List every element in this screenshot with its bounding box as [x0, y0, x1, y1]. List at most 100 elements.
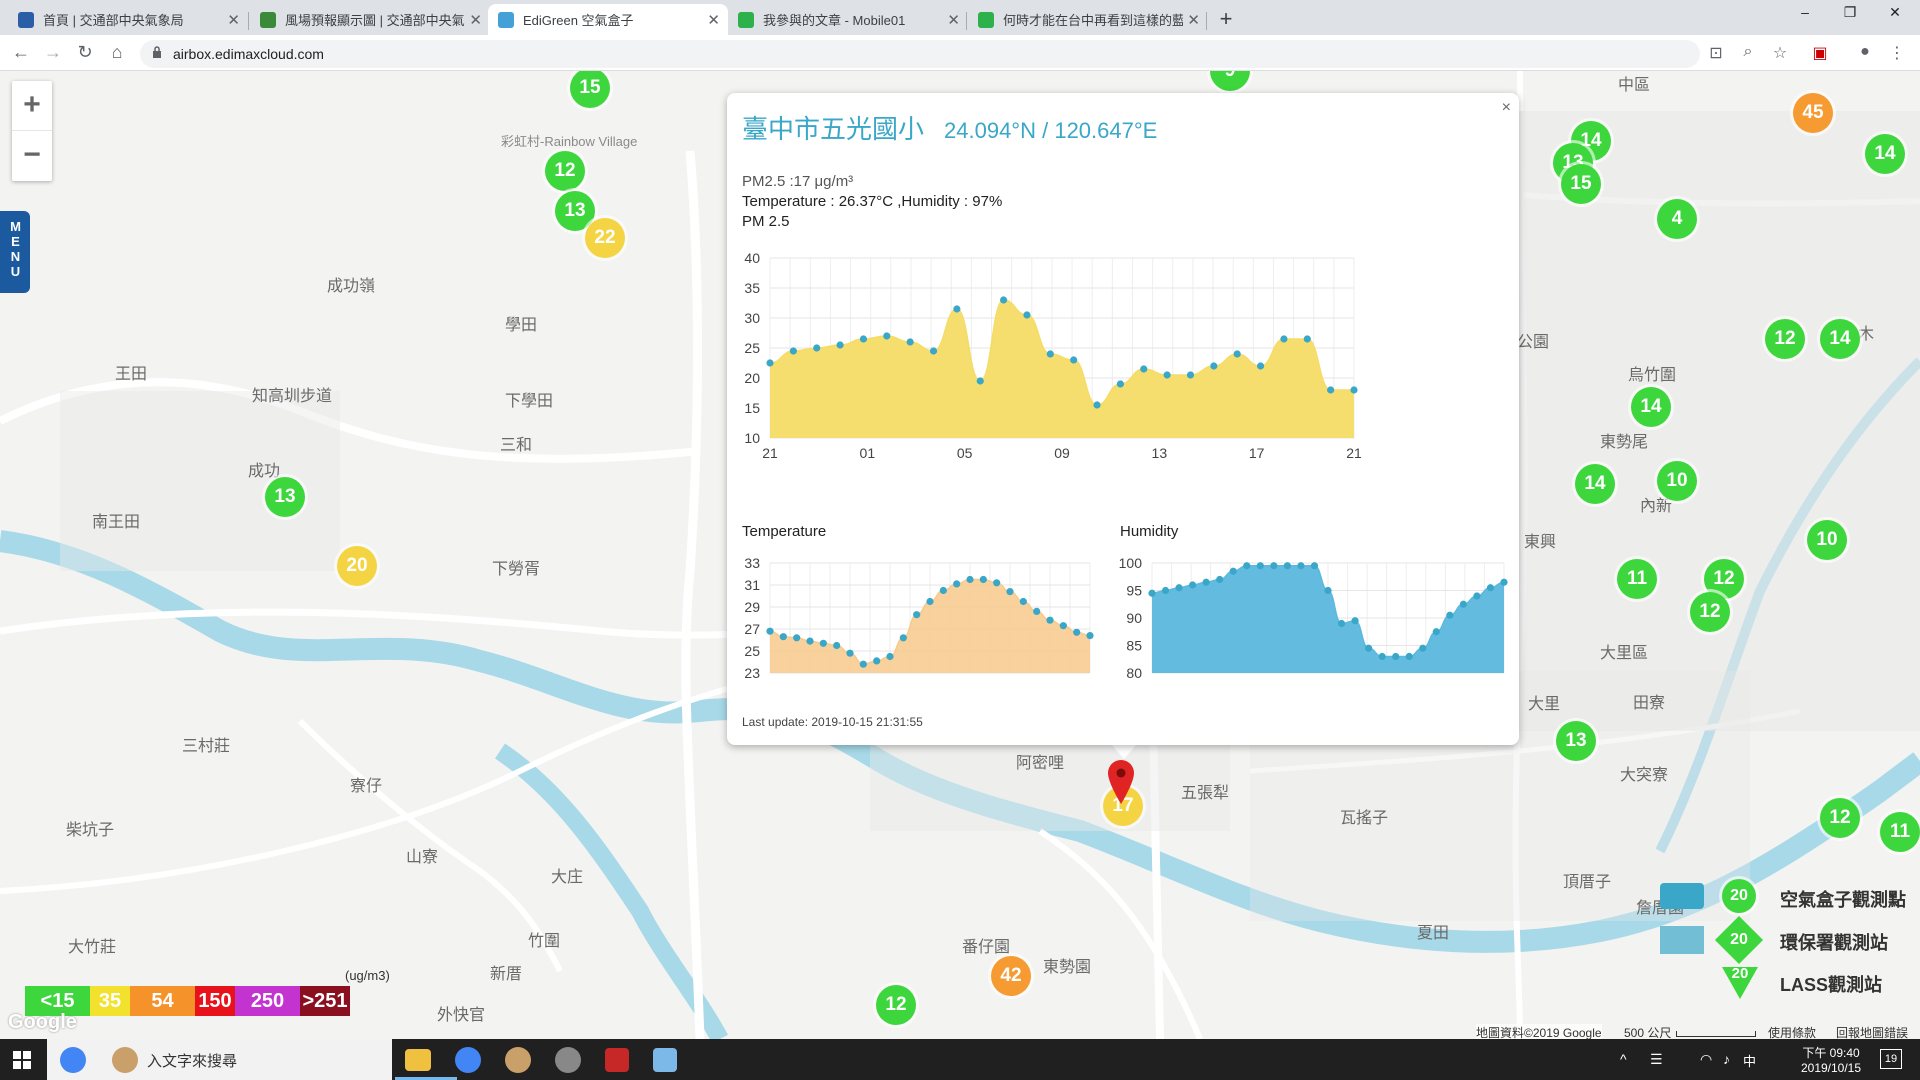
data-point[interactable]: [766, 627, 774, 635]
station-marker[interactable]: 10: [1657, 461, 1697, 501]
windows-start-icon[interactable]: [13, 1051, 31, 1069]
station-marker[interactable]: 15: [570, 71, 610, 108]
data-point[interactable]: [819, 639, 827, 647]
station-marker[interactable]: 12: [1765, 319, 1805, 359]
data-point[interactable]: [1229, 567, 1237, 575]
data-point[interactable]: [1486, 584, 1495, 592]
translate-icon[interactable]: ⊡: [1709, 45, 1723, 62]
map-canvas[interactable]: 成功嶺 學田 王田 知高圳步道 下學田 三和 成功 南王田 下勞胥 三村莊 寮仔 柴坑子 山寮 大庄 大竹莊…: [0, 71, 1920, 1039]
data-point[interactable]: [926, 597, 934, 606]
home-icon[interactable]: ⌂: [111, 42, 123, 62]
data-point[interactable]: [1046, 350, 1054, 358]
data-point[interactable]: [1256, 362, 1265, 370]
chrome-active-taskbar-icon[interactable]: [455, 1047, 481, 1073]
station-marker[interactable]: 17: [1103, 786, 1143, 826]
data-point[interactable]: [836, 341, 844, 349]
data-point[interactable]: [939, 586, 947, 595]
notification-center-icon[interactable]: 19: [1880, 1049, 1902, 1069]
data-point[interactable]: [1059, 622, 1067, 630]
station-marker[interactable]: 11: [1617, 559, 1657, 599]
zoom-icon[interactable]: ⌕: [1743, 43, 1753, 60]
data-point[interactable]: [1256, 562, 1264, 570]
station-marker[interactable]: 4: [1657, 199, 1697, 239]
browser-menu-icon[interactable]: ⋮: [1889, 45, 1905, 62]
data-point[interactable]: [1140, 365, 1148, 373]
data-point[interactable]: [873, 657, 881, 665]
data-point[interactable]: [1351, 617, 1359, 625]
data-point[interactable]: [1019, 597, 1027, 606]
tray-wifi-icon[interactable]: ◠: [1700, 1051, 1713, 1067]
tray-chevron-icon[interactable]: ^: [1620, 1051, 1627, 1067]
tab-close-icon[interactable]: ✕: [227, 12, 240, 29]
tab-mobile01-bluesky[interactable]: 何時才能在台中再看到這樣的藍天 ✕: [968, 4, 1208, 35]
data-point[interactable]: [1033, 607, 1041, 615]
station-marker[interactable]: 20: [337, 546, 377, 586]
data-point[interactable]: [813, 344, 821, 352]
data-point[interactable]: [806, 637, 814, 645]
back-icon[interactable]: ←: [12, 42, 30, 62]
new-tab-button[interactable]: +: [1219, 6, 1233, 31]
data-point[interactable]: [1086, 632, 1094, 640]
app2-taskbar-icon[interactable]: [505, 1047, 531, 1073]
maximize-button[interactable]: ❐: [1843, 4, 1857, 20]
station-marker[interactable]: 45: [1793, 93, 1833, 133]
window-close-button[interactable]: ✕: [1889, 4, 1901, 20]
station-marker[interactable]: 9: [1210, 71, 1250, 91]
extension-icon[interactable]: ▣: [1812, 45, 1828, 62]
data-point[interactable]: [929, 347, 938, 355]
data-point[interactable]: [1189, 581, 1197, 589]
station-marker[interactable]: 14: [1865, 134, 1905, 174]
station-marker[interactable]: 14: [1575, 464, 1615, 504]
data-point[interactable]: [1175, 584, 1183, 592]
data-point[interactable]: [899, 634, 907, 642]
data-point[interactable]: [789, 347, 797, 355]
tab-cwb-home[interactable]: 首頁 | 交通部中央氣象局 ✕: [8, 4, 248, 35]
tab-wind-forecast[interactable]: 風場預報顯示圖 | 交通部中央氣象局 ✕: [250, 4, 490, 35]
app4-taskbar-icon[interactable]: [605, 1048, 629, 1072]
data-point[interactable]: [1432, 628, 1440, 636]
data-point[interactable]: [966, 575, 974, 584]
data-point[interactable]: [1046, 616, 1054, 624]
terms-link[interactable]: 使用條款: [1768, 1026, 1817, 1039]
data-point[interactable]: [1148, 589, 1156, 597]
data-point[interactable]: [1283, 562, 1291, 570]
station-marker[interactable]: 12: [876, 985, 916, 1025]
data-point[interactable]: [1163, 371, 1171, 379]
station-marker[interactable]: 12: [1690, 592, 1730, 632]
bookmark-star-icon[interactable]: ☆: [1772, 45, 1788, 62]
profile-icon[interactable]: ●: [1860, 43, 1870, 60]
data-point[interactable]: [1070, 356, 1078, 364]
data-point[interactable]: [1405, 652, 1413, 661]
data-point[interactable]: [1243, 562, 1251, 570]
taskbar-search-box[interactable]: 入文字來搜尋: [47, 1039, 392, 1080]
data-point[interactable]: [1473, 592, 1481, 600]
popup-close-button[interactable]: ×: [1501, 99, 1511, 116]
data-point[interactable]: [766, 359, 774, 367]
selected-location-pin-icon[interactable]: [1106, 759, 1136, 805]
tab-close-icon[interactable]: ✕: [707, 12, 720, 29]
data-point[interactable]: [976, 377, 984, 385]
address-bar[interactable]: airbox.edimaxcloud.com: [140, 40, 1700, 68]
data-point[interactable]: [1303, 335, 1311, 343]
data-point[interactable]: [1210, 362, 1218, 370]
data-point[interactable]: [1327, 386, 1335, 394]
tab-close-icon[interactable]: ✕: [469, 12, 482, 29]
app-taskbar-icon[interactable]: [112, 1047, 138, 1073]
minimize-button[interactable]: –: [1801, 4, 1809, 20]
menu-tab-button[interactable]: MENU: [0, 211, 30, 293]
data-point[interactable]: [1202, 578, 1210, 586]
station-marker[interactable]: 13: [265, 477, 305, 517]
data-point[interactable]: [1233, 350, 1241, 358]
ime-indicator[interactable]: 中: [1743, 1054, 1757, 1069]
clock-date[interactable]: 2019/10/15: [1800, 1061, 1862, 1075]
data-point[interactable]: [1161, 586, 1170, 595]
data-point[interactable]: [883, 332, 891, 340]
file-explorer-taskbar-icon[interactable]: [405, 1049, 431, 1071]
tray-network-icon[interactable]: ☰: [1650, 1051, 1663, 1067]
tab-edigreen[interactable]: EdiGreen 空氣盒子 ✕: [488, 4, 728, 35]
station-marker[interactable]: 10: [1807, 520, 1847, 560]
data-point[interactable]: [886, 652, 894, 661]
data-point[interactable]: [1023, 311, 1031, 319]
data-point[interactable]: [1186, 371, 1195, 379]
data-point[interactable]: [846, 649, 854, 657]
